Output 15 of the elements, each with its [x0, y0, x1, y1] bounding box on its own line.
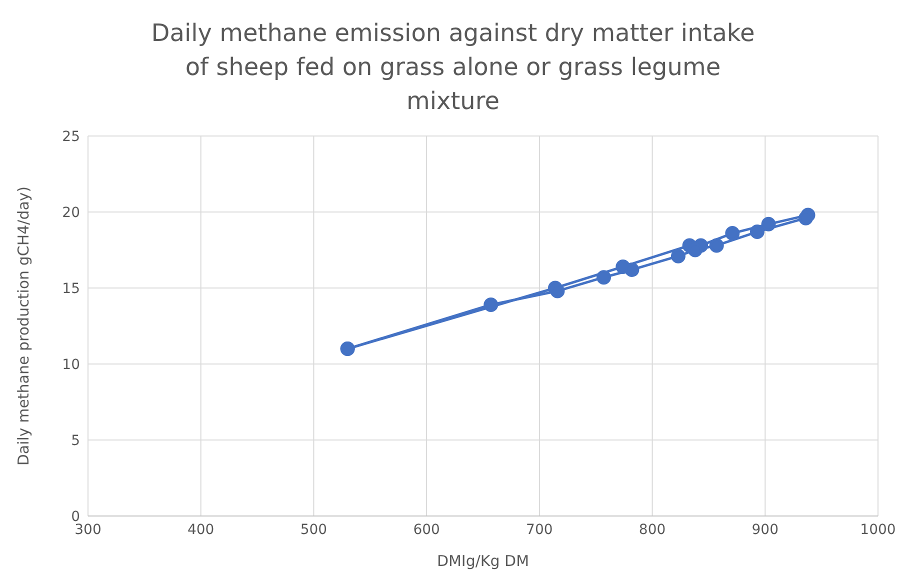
y-axis-title: Daily methane production gCH4/day) [14, 186, 32, 466]
x-axis-title: DMIg/Kg DM [436, 552, 530, 570]
y-tick-label: 5 [71, 432, 80, 449]
chart-title: Daily methane emission against dry matter intake of sheep fed on grass alone or grass legume mixture [150, 18, 756, 117]
x-tick-label: 800 [638, 522, 666, 538]
x-tick-label: 600 [413, 522, 440, 538]
y-tick-label: 20 [62, 204, 80, 221]
y-tick-label: 15 [62, 280, 80, 297]
x-tick-label: 1000 [860, 522, 896, 538]
y-tick-label: 25 [62, 128, 80, 145]
x-tick-label: 900 [752, 522, 779, 538]
x-tick-label: 700 [526, 522, 553, 538]
x-tick-label: 500 [300, 522, 328, 538]
x-tick-label: 400 [187, 522, 214, 538]
y-tick-label: 10 [62, 356, 80, 373]
